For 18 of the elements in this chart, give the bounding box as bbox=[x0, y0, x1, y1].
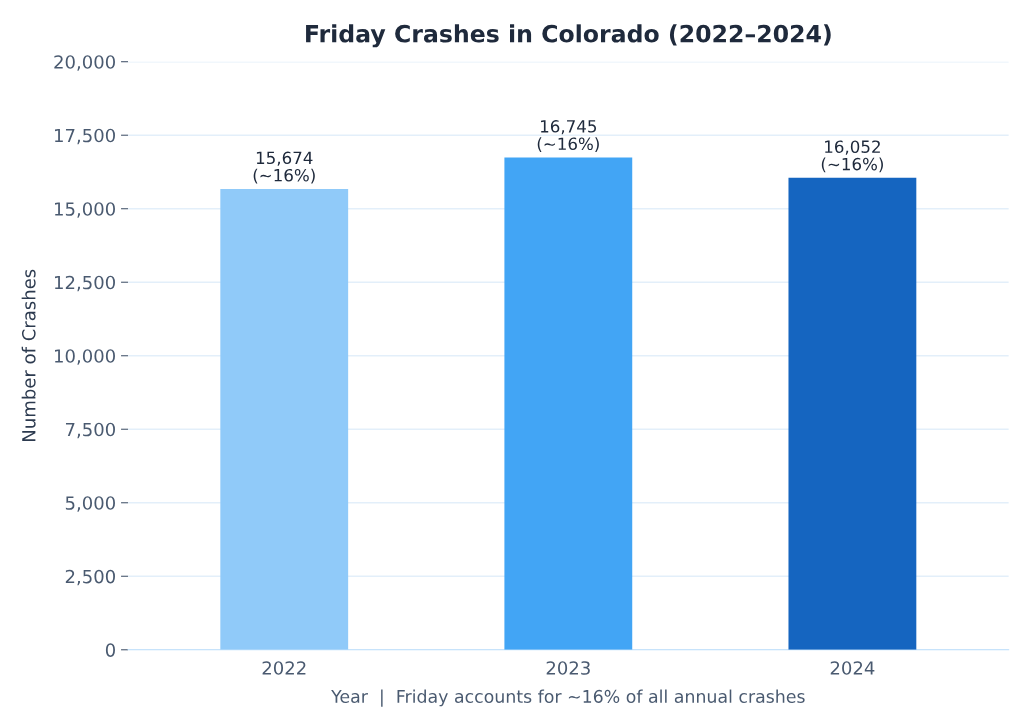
x-axis-title: Year | Friday accounts for ~16% of all annual crashes bbox=[331, 689, 805, 707]
x-tick-label: 2022 bbox=[262, 661, 306, 675]
y-tick-label: 20,000 bbox=[54, 55, 115, 71]
y-tick-label: 7,500 bbox=[65, 422, 115, 439]
chart-title: Friday Crashes in Colorado (2022–2024) bbox=[306, 24, 831, 48]
y-axis-title: Number of Crashes bbox=[21, 269, 36, 441]
x-tick-label: 2023 bbox=[546, 661, 590, 675]
data-label: 16,745 (~16%) bbox=[537, 120, 599, 152]
y-tick-label: 17,500 bbox=[55, 128, 115, 145]
y-tick-label: 12,500 bbox=[55, 275, 115, 292]
x-tick-label: 2024 bbox=[830, 661, 875, 675]
y-tick-label: 2,500 bbox=[65, 569, 115, 586]
data-label: 16,052 (~16%) bbox=[821, 140, 883, 173]
data-label: 15,674 (~16%) bbox=[253, 151, 315, 184]
y-tick-label: 5,000 bbox=[65, 496, 115, 512]
y-tick-label: 10,000 bbox=[55, 349, 115, 365]
y-tick-label: 15,000 bbox=[55, 202, 115, 218]
y-tick-label: 0 bbox=[105, 643, 115, 657]
